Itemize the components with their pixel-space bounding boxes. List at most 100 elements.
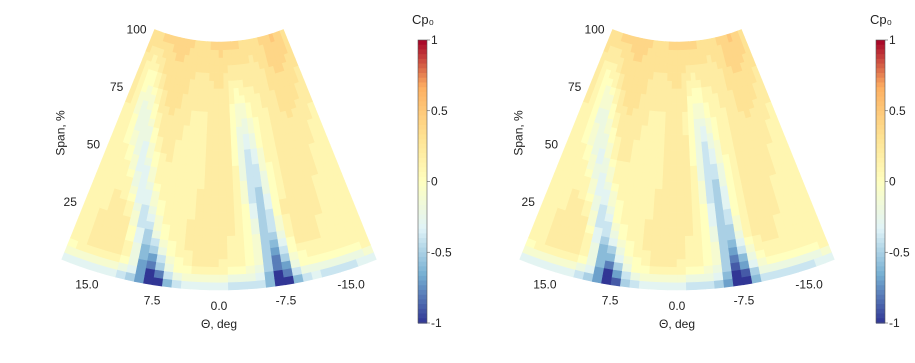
contour-cell [681, 95, 688, 105]
contour-cell [195, 118, 203, 128]
colorbar-segment [418, 242, 427, 249]
contour-cell [737, 29, 745, 39]
contour-cell [635, 225, 646, 235]
contour-cell [621, 207, 632, 218]
contour-cell [682, 149, 691, 159]
contour-cell [631, 256, 643, 266]
contour-cell [662, 165, 671, 175]
contour-cell [244, 249, 255, 259]
contour-cell [638, 194, 648, 204]
contour-cell [196, 102, 204, 112]
contour-cell [211, 157, 220, 167]
contour-cell [660, 211, 670, 221]
contour-cell [172, 201, 182, 211]
colorbar-segment [876, 68, 885, 74]
colorbar-segment [418, 124, 427, 131]
contour-cell [680, 56, 687, 66]
contour-cell [720, 255, 731, 265]
contour-cell [191, 102, 199, 112]
colorbar-segment [876, 49, 885, 55]
contour-cell [719, 247, 730, 257]
contour-cell [194, 125, 202, 135]
contour-cell [639, 132, 648, 142]
contour-cell [711, 178, 721, 188]
contour-cell [162, 215, 173, 226]
contour-cell [657, 141, 666, 151]
contour-cell [676, 250, 687, 260]
contour-cell [227, 258, 238, 267]
contour-cell [645, 132, 654, 142]
colorbar-segment [418, 200, 427, 206]
colorbar-segment [876, 172, 885, 178]
colorbar-segment [876, 228, 885, 234]
contour-cell [200, 258, 211, 267]
contour-cell [218, 57, 224, 66]
colorbar-segment [418, 308, 427, 315]
colorbar-segment [876, 157, 885, 164]
contour-cell [246, 272, 257, 282]
contour-cell [631, 263, 642, 274]
colorbar-segment [418, 313, 427, 319]
contour-cell [267, 223, 277, 233]
contour-cell [223, 80, 230, 89]
colorbar-segment [418, 289, 427, 296]
contour-cell [708, 217, 718, 227]
contour-cell [161, 223, 171, 233]
contour-cell [626, 232, 637, 242]
contour-cell [628, 161, 638, 172]
contour-cell [668, 227, 678, 237]
contour-cell [222, 49, 228, 58]
contour-cell [676, 157, 685, 167]
contour-cell [649, 265, 660, 275]
contour-cell [658, 64, 665, 73]
contour-cell [619, 278, 631, 288]
contour-cell [190, 109, 198, 119]
contour-cell [164, 200, 175, 210]
colorbar-tick-label: 0 [431, 175, 438, 189]
colorbar-title: Cp₀ [870, 12, 892, 27]
contour-cell [200, 265, 211, 275]
contour-cell [218, 72, 225, 82]
contour-cell [668, 49, 674, 58]
contour-cell [218, 142, 226, 151]
colorbar-tick-label: 0 [889, 175, 896, 189]
colorbar-segment [418, 176, 427, 183]
contour-cell [652, 219, 662, 228]
contour-cell [212, 142, 220, 151]
contour-cell [202, 219, 212, 229]
contour-cell [663, 142, 672, 151]
contour-cell [184, 233, 195, 243]
contour-cell [209, 274, 220, 283]
contour-cell [187, 140, 195, 150]
colorbar-segment [418, 162, 427, 168]
contour-cell [641, 249, 652, 259]
colorbar-segment [418, 134, 427, 140]
colorbar-segment [418, 167, 427, 173]
colorbar-segment [876, 91, 885, 98]
contour-cell [622, 200, 633, 210]
colorbar-segment [418, 209, 427, 216]
colorbar-segment [418, 54, 427, 60]
contour-cell [203, 188, 213, 198]
contour-cell [638, 280, 650, 290]
contour-cell [671, 103, 678, 113]
contour-cell [205, 48, 212, 58]
contour-cell [173, 256, 185, 266]
contour-cell [685, 258, 696, 267]
y-tick-label: 75 [110, 80, 124, 94]
contour-cell [650, 250, 661, 259]
contour-cell [651, 226, 662, 236]
contour-cell [224, 126, 232, 136]
contour-cell [202, 95, 210, 105]
contour-cell [672, 64, 678, 74]
contour-cell [209, 250, 220, 260]
contour-cell [669, 188, 678, 198]
contour-cell [695, 280, 706, 290]
contour-cell [205, 149, 214, 159]
contour-cell [721, 200, 732, 210]
contour-cell [699, 203, 709, 213]
contour-cell [218, 219, 228, 229]
colorbar-segment [876, 275, 885, 282]
contour-cell [223, 103, 231, 113]
contour-cell [688, 141, 697, 151]
